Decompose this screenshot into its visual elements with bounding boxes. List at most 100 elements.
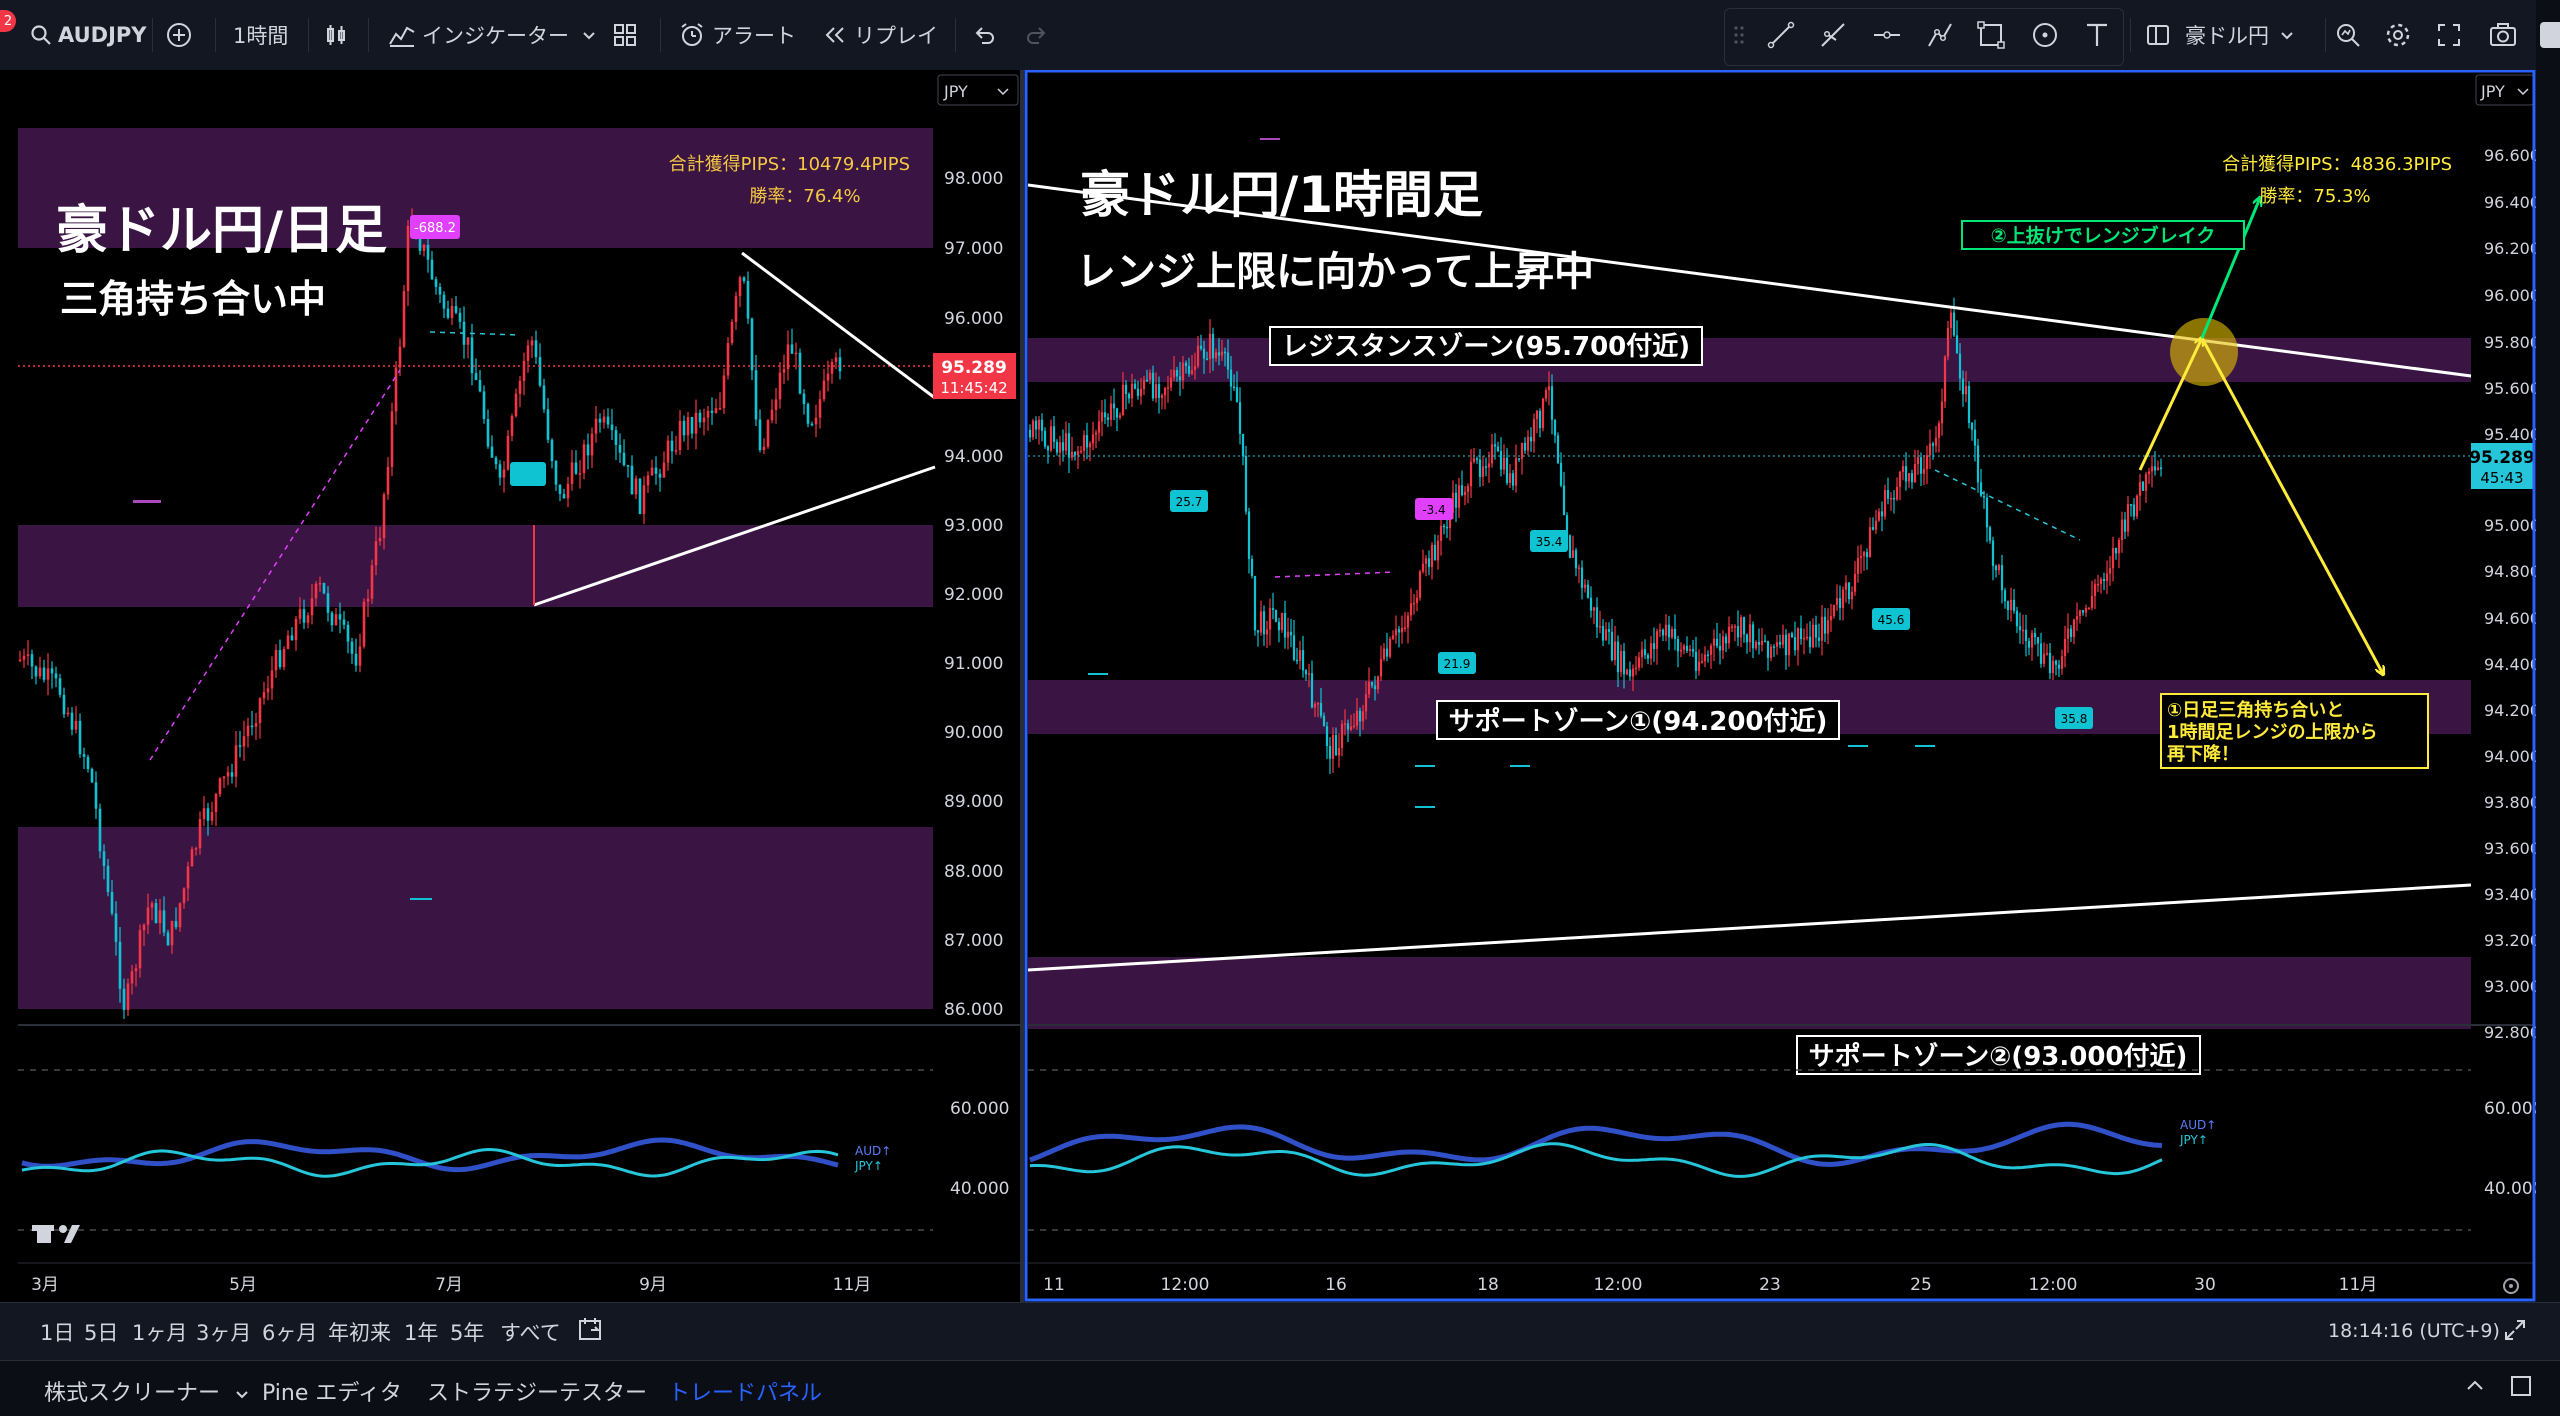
candle-body bbox=[1592, 607, 1596, 611]
candle-body bbox=[1253, 575, 1257, 631]
rectangle-tool[interactable] bbox=[1976, 14, 2006, 56]
resistance-label: レジスタンスゾーン(95.700付近) bbox=[1282, 331, 1690, 362]
currency-selector[interactable] bbox=[937, 74, 1019, 106]
indicators-button[interactable]: インジケーター bbox=[388, 14, 599, 56]
circle-tool[interactable] bbox=[2030, 14, 2060, 56]
range-button[interactable]: すべて bbox=[500, 1321, 561, 1345]
triangle-upper-line[interactable] bbox=[741, 251, 936, 400]
collapse-panel-button[interactable] bbox=[2462, 1373, 2488, 1405]
candle-body bbox=[1670, 628, 1674, 638]
tab-stock-screener[interactable]: 株式スクリーナー bbox=[44, 1375, 251, 1407]
symbol-search-button[interactable]: AUDJPY bbox=[30, 14, 147, 56]
path-tool[interactable] bbox=[1925, 14, 1955, 56]
candle-body bbox=[1109, 403, 1113, 420]
signal-badge-text: 35.4 bbox=[1536, 535, 1563, 549]
notification-badge[interactable]: 2 bbox=[0, 10, 16, 32]
date-range-button[interactable] bbox=[576, 1315, 606, 1350]
rectangle-icon bbox=[1977, 21, 2005, 49]
clock[interactable]: 18:14:16 (UTC+9) bbox=[2328, 1320, 2500, 1342]
candle-body bbox=[1718, 645, 1722, 651]
candle-body bbox=[746, 280, 750, 319]
publish-button[interactable] bbox=[2540, 22, 2560, 48]
candle-body bbox=[1388, 639, 1392, 657]
triangle-lower-line[interactable] bbox=[533, 465, 936, 607]
range-button[interactable]: 1日 bbox=[40, 1321, 75, 1345]
candle-body bbox=[1160, 395, 1164, 398]
candle-body bbox=[1715, 638, 1719, 646]
range-lower-line[interactable] bbox=[1027, 883, 2472, 972]
countdown: 45:43 bbox=[2480, 469, 2523, 487]
candle-body bbox=[74, 720, 78, 730]
range-button[interactable]: 1年 bbox=[404, 1321, 439, 1345]
candle-body bbox=[1727, 626, 1731, 644]
tab-pine-editor[interactable]: Pine エディタ bbox=[262, 1381, 402, 1406]
hourly-time-axis[interactable]: 11 12:00 16 18 12:00 23 25 12:00 30 11月 bbox=[1043, 1275, 2377, 1295]
candle-body bbox=[1565, 515, 1569, 536]
chart-canvas[interactable]: -688.2 豪ドル円/日足 三角持ち合い中 合計獲得PIPS：10479.4P… bbox=[0, 69, 2543, 1302]
candle-body bbox=[630, 465, 634, 495]
candle-body bbox=[2102, 578, 2106, 581]
trend-line-tool[interactable] bbox=[1766, 14, 1796, 56]
replay-button[interactable]: リプレイ bbox=[822, 14, 938, 56]
drag-handle[interactable] bbox=[1732, 14, 1746, 56]
interval-button[interactable]: 1時間 bbox=[233, 24, 289, 48]
chart-settings-button[interactable] bbox=[2503, 1278, 2519, 1294]
candle-body bbox=[1202, 348, 1206, 359]
horizontal-line-tool[interactable] bbox=[1872, 14, 1902, 56]
horizontal-line-icon bbox=[1874, 31, 1900, 39]
undo-button[interactable] bbox=[972, 14, 996, 56]
daily-chart-pane[interactable]: -688.2 豪ドル円/日足 三角持ち合い中 合計獲得PIPS：10479.4P… bbox=[18, 128, 936, 1243]
candle-body bbox=[1982, 495, 1986, 498]
range-button[interactable]: 年初来 bbox=[328, 1321, 391, 1345]
indicators-icon bbox=[389, 26, 415, 47]
tab-trade-panel[interactable]: トレードパネル bbox=[668, 1381, 823, 1406]
candle-body bbox=[642, 485, 646, 514]
hourly-price-scale[interactable]: JPY 96.600 96.400 96.200 96.000 95.800 95.600… bbox=[2469, 74, 2543, 1199]
candle-body bbox=[166, 932, 170, 946]
chevron-down-icon bbox=[2517, 88, 2529, 96]
daily-time-axis[interactable]: 3月 5月 7月 9月 11月 bbox=[31, 1275, 871, 1295]
candle-body bbox=[1823, 616, 1827, 634]
candle-body bbox=[354, 653, 358, 666]
range-button[interactable]: 1ヶ月 bbox=[132, 1321, 188, 1345]
fullscreen-button[interactable] bbox=[2436, 14, 2462, 56]
redo-button[interactable] bbox=[1025, 14, 1049, 56]
alert-button[interactable]: アラート bbox=[678, 14, 796, 56]
time-label: 7月 bbox=[435, 1275, 463, 1295]
expand-button[interactable] bbox=[2502, 1317, 2528, 1348]
daily-price-scale[interactable]: JPY 98.000 97.000 96.000 94.000 93.000 92.000… bbox=[933, 74, 1019, 1199]
settings-button[interactable] bbox=[2384, 14, 2412, 56]
candle-body bbox=[258, 698, 262, 724]
indicators-label: インジケーター bbox=[422, 24, 569, 48]
candle-body bbox=[1556, 435, 1560, 463]
maximize-panel-button[interactable] bbox=[2508, 1373, 2534, 1405]
text-tool[interactable] bbox=[2084, 14, 2110, 56]
quick-search-button[interactable] bbox=[2334, 14, 2362, 56]
signal-badge bbox=[510, 462, 546, 486]
range-button[interactable]: 3ヶ月 bbox=[196, 1321, 252, 1345]
candle-body bbox=[618, 444, 622, 453]
range-button[interactable]: 5日 bbox=[84, 1321, 119, 1345]
candle-body bbox=[1493, 444, 1497, 447]
templates-button[interactable] bbox=[612, 14, 638, 56]
candle-body bbox=[1583, 584, 1587, 588]
candle-body bbox=[1739, 617, 1743, 638]
price-label: 95.400 bbox=[2484, 425, 2536, 444]
layout-button[interactable]: 豪ドル円 bbox=[2145, 14, 2297, 56]
candle-body bbox=[2057, 664, 2061, 669]
candle-body bbox=[1280, 612, 1284, 631]
hourly-chart-pane[interactable]: 25.7 -3.4 35.4 21.9 45.6 35.8 豪ドル円/1時間足 レンジ上限… bbox=[1027, 138, 2472, 1231]
compare-button[interactable] bbox=[165, 14, 193, 56]
chart-type-button[interactable] bbox=[323, 14, 349, 56]
candle-body bbox=[1940, 401, 1944, 424]
snapshot-button[interactable] bbox=[2488, 14, 2518, 56]
pitchfork-tool[interactable] bbox=[1818, 14, 1848, 56]
range-button[interactable]: 6ヶ月 bbox=[262, 1321, 318, 1345]
candle-body bbox=[1445, 526, 1449, 529]
candle-body bbox=[114, 913, 118, 942]
range-button[interactable]: 5年 bbox=[450, 1321, 485, 1345]
candle-body bbox=[1397, 629, 1401, 633]
lower-zone bbox=[18, 827, 933, 1009]
candle-body bbox=[1616, 641, 1620, 673]
tab-strategy-tester[interactable]: ストラテジーテスター bbox=[427, 1381, 648, 1406]
